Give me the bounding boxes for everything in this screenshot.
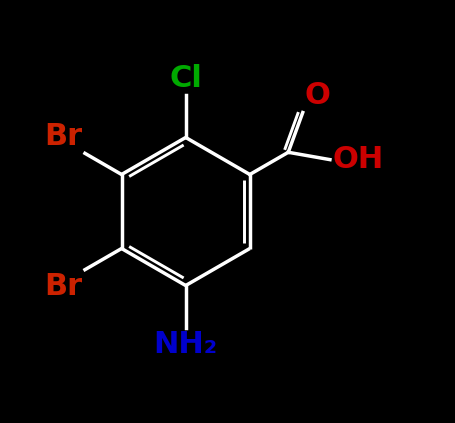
Text: OH: OH bbox=[331, 145, 383, 174]
Text: Cl: Cl bbox=[169, 64, 202, 93]
Text: Br: Br bbox=[45, 272, 83, 301]
Text: NH₂: NH₂ bbox=[153, 330, 217, 359]
Text: O: O bbox=[304, 81, 330, 110]
Text: Br: Br bbox=[45, 122, 83, 151]
